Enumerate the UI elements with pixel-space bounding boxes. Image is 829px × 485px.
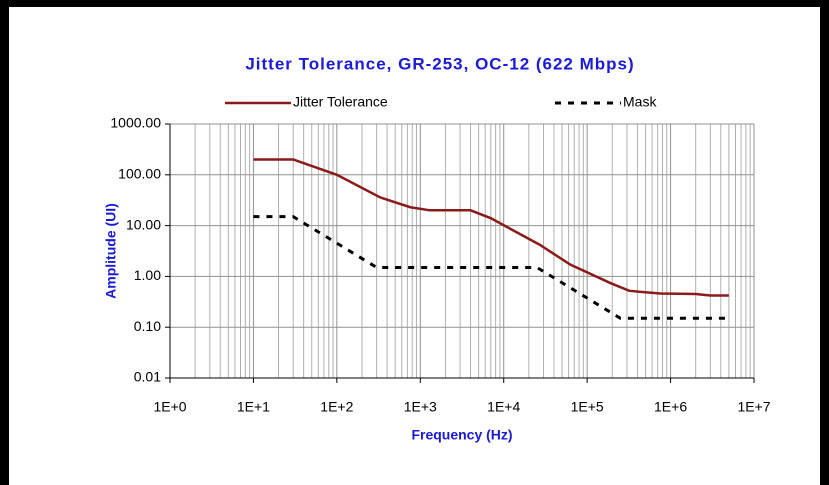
chart-title: Jitter Tolerance, GR-253, OC-12 (622 Mbp…: [245, 54, 634, 73]
legend-label: Mask: [623, 94, 657, 110]
y-axis-label: Amplitude (UI): [103, 203, 119, 299]
x-tick-label: 1E+1: [237, 399, 270, 415]
x-axis-label: Frequency (Hz): [411, 427, 512, 443]
x-tick-label: 1E+2: [320, 399, 353, 415]
x-tick-label: 1E+7: [737, 399, 770, 415]
x-tick-label: 1E+5: [571, 399, 604, 415]
y-tick-label: 1.00: [134, 267, 161, 283]
y-tick-label: 10.00: [126, 216, 161, 232]
x-tick-label: 1E+6: [654, 399, 687, 415]
y-tick-label: 0.01: [134, 369, 161, 385]
frame-top: [0, 0, 829, 7]
y-tick-label: 1000.00: [110, 115, 161, 131]
x-tick-label: 1E+3: [404, 399, 437, 415]
x-tick-label: 1E+0: [153, 399, 186, 415]
y-tick-label: 0.10: [134, 318, 161, 334]
x-tick-label: 1E+4: [487, 399, 520, 415]
y-tick-label: 100.00: [118, 166, 161, 182]
frame-left: [0, 0, 9, 485]
series-line: [253, 158, 729, 297]
legend-label: Jitter Tolerance: [293, 94, 388, 110]
frame-right: [820, 0, 829, 485]
